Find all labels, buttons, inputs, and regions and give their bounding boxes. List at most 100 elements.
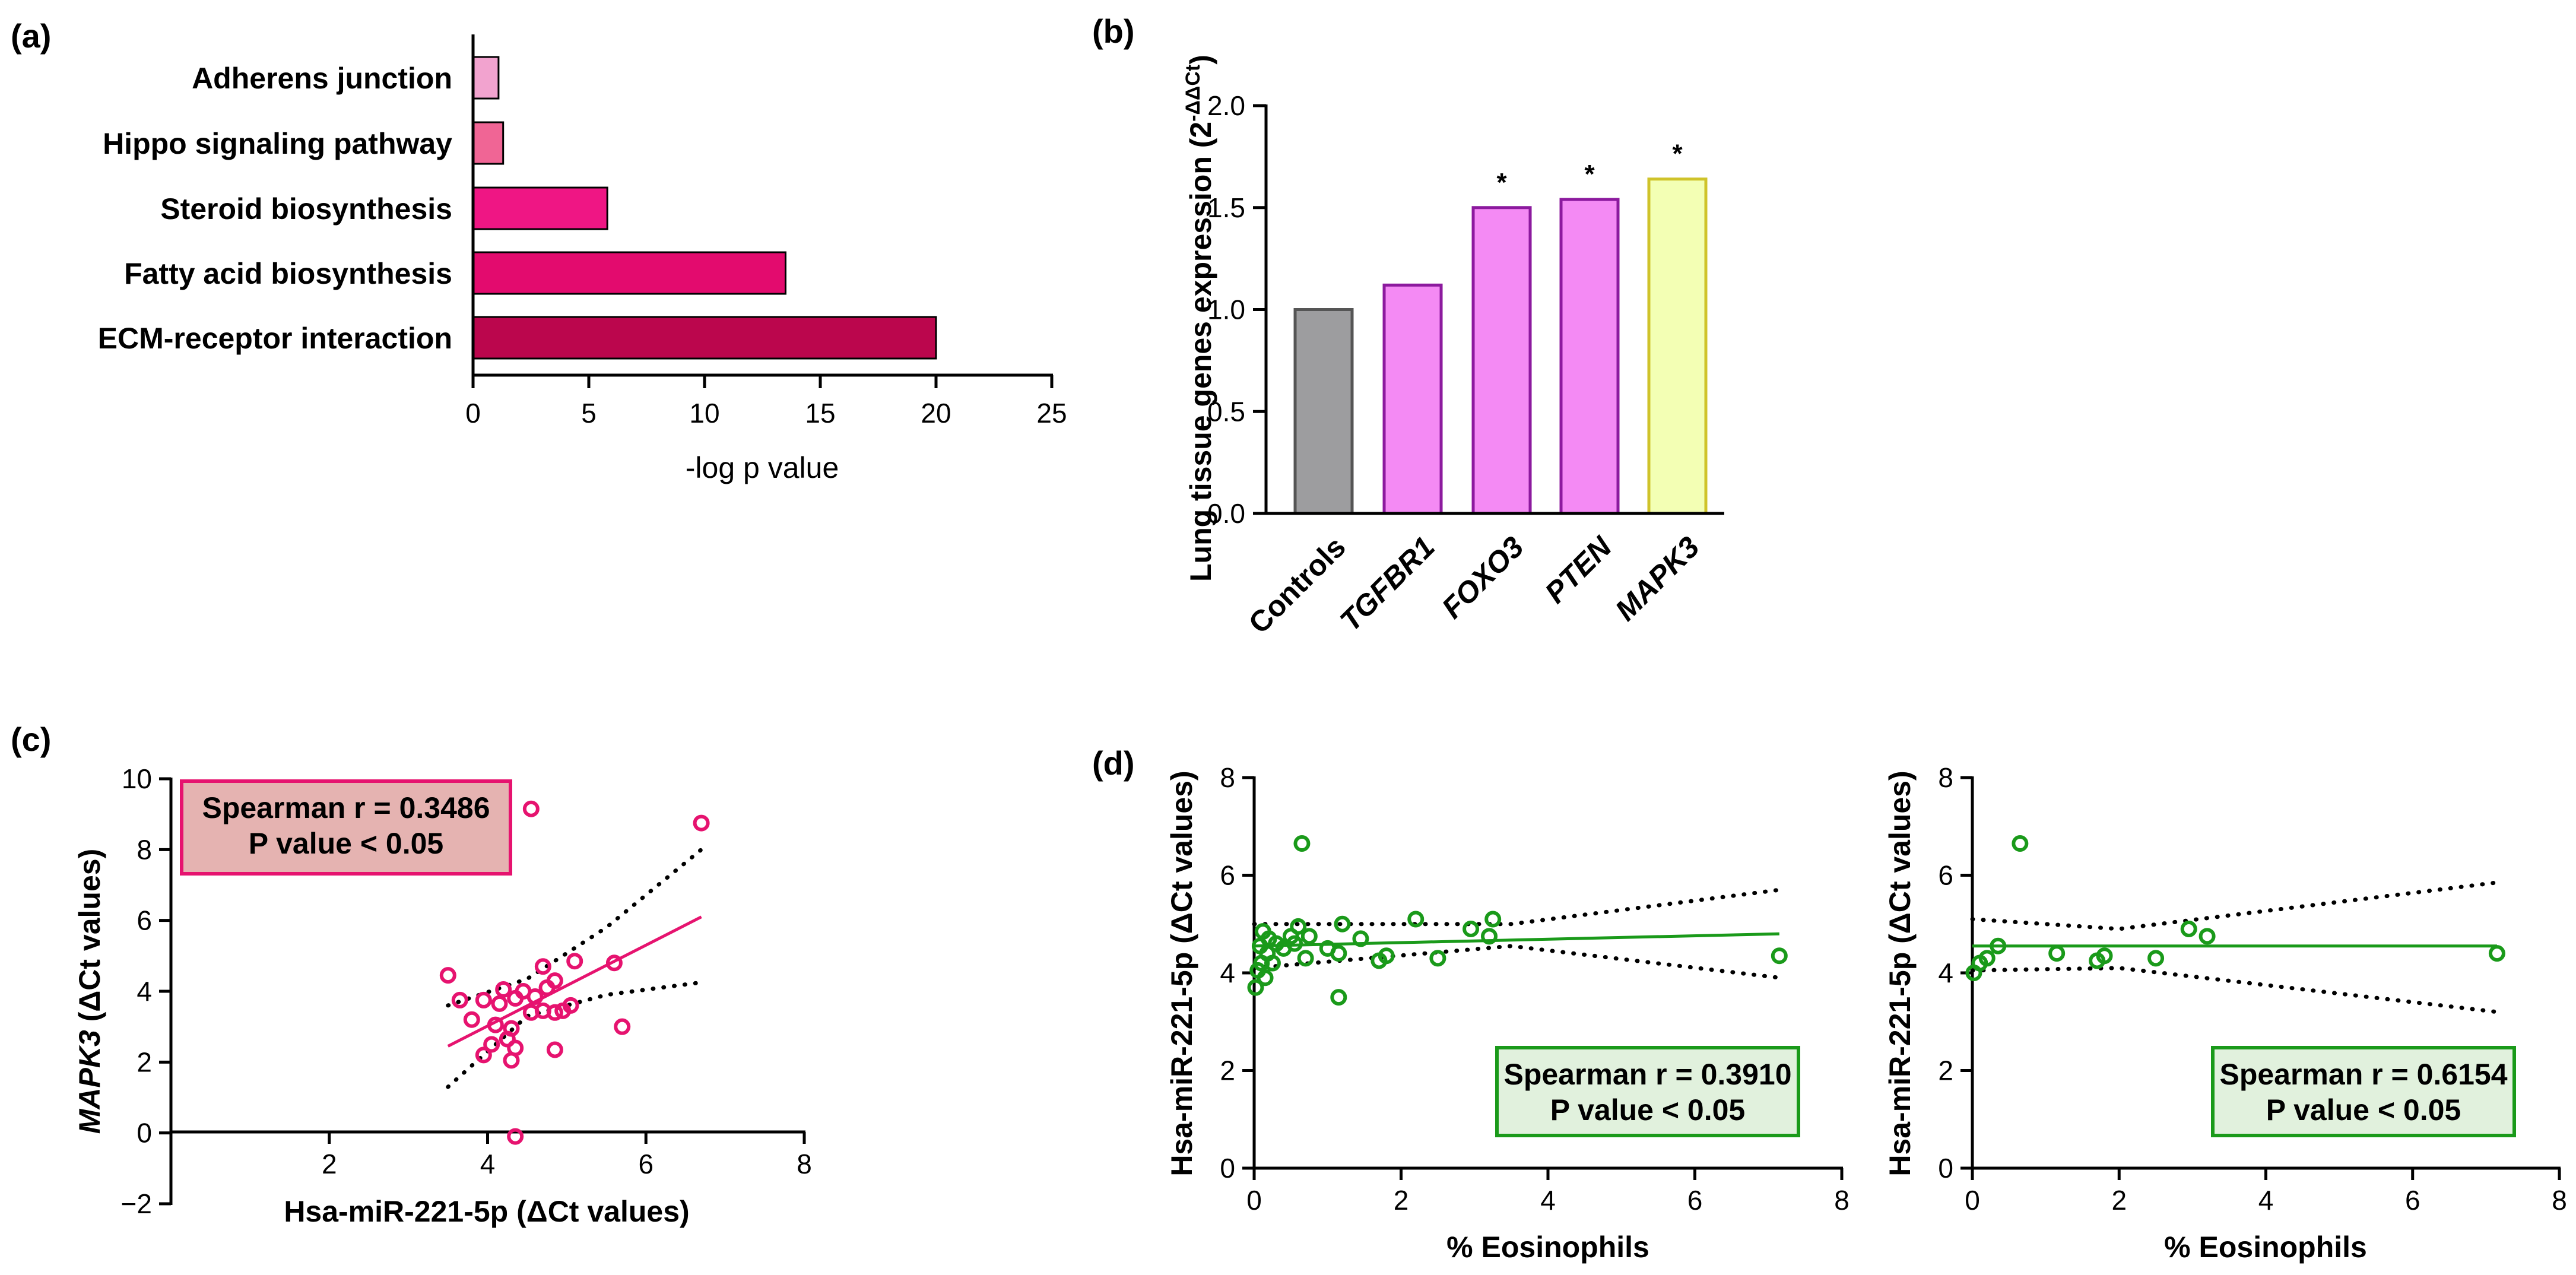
data-point — [522, 800, 540, 817]
data-point — [1484, 911, 1502, 928]
category-label: Hippo signaling pathway — [103, 127, 452, 160]
y-tick-label: 6 — [1220, 860, 1235, 891]
data-point — [1352, 930, 1369, 947]
data-point — [1429, 950, 1446, 967]
y-axis-title: MAPK3 (ΔCt values) — [73, 849, 106, 1134]
confidence-band-upper — [1252, 887, 1782, 927]
data-point — [475, 991, 492, 1008]
regression-line — [1254, 932, 1779, 948]
category-label: Adherens junction — [192, 62, 452, 95]
data-point — [2147, 950, 2165, 967]
bar-mapk3 — [1647, 177, 1708, 515]
data-point — [451, 991, 468, 1008]
bar-fatty-acid-biosynthesis — [472, 251, 786, 295]
data-point — [1286, 935, 1303, 952]
x-axis-title: % Eosinophils — [1446, 1230, 1649, 1264]
data-point — [463, 1011, 480, 1028]
data-point — [439, 967, 456, 984]
y-tick-label: 0 — [1220, 1153, 1235, 1184]
data-point — [1771, 947, 1788, 965]
data-point — [1330, 945, 1347, 962]
x-tick-label: 2 — [2111, 1185, 2127, 1216]
panel-label-d: (d) — [1092, 744, 1135, 782]
stats-box — [2211, 1046, 2516, 1137]
y-tick-label: 8 — [1220, 762, 1235, 793]
x-tick-label: 2 — [1394, 1185, 1409, 1216]
data-point — [1257, 969, 1274, 987]
regression-line — [447, 915, 702, 1048]
data-point — [507, 1128, 524, 1145]
data-point — [1264, 954, 1281, 972]
data-point — [2199, 928, 2216, 945]
category-label: Steroid biosynthesis — [160, 192, 452, 226]
significance-marker: * — [1672, 139, 1683, 169]
y-axis-title-gene: MAPK3 — [73, 1030, 106, 1134]
data-point — [605, 954, 623, 972]
data-point — [2048, 945, 2066, 962]
y-tick-label: 6 — [1938, 860, 1953, 891]
data-point — [534, 958, 551, 975]
bar-ecm-receptor-interaction — [472, 316, 937, 360]
y-axis-title-end: ) — [1184, 55, 1217, 65]
data-point — [2096, 947, 2113, 965]
p-value-text: P value < 0.05 — [1550, 1093, 1746, 1127]
y-axis-title: Lung tissue genes expression (2-ΔΔCt) — [1182, 55, 1217, 582]
y-tick-label: 0 — [1938, 1153, 1953, 1184]
x-tick-label: 0 — [1246, 1185, 1262, 1216]
x-tick-label: 2 — [322, 1149, 337, 1179]
data-point — [1481, 928, 1498, 945]
data-point — [475, 1046, 492, 1064]
x-tick-label: 5 — [581, 398, 597, 429]
x-tick-label: 4 — [1540, 1185, 1556, 1216]
x-axis-title: % Eosinophils — [2164, 1230, 2367, 1264]
bar-foxo3 — [1471, 206, 1532, 515]
data-point — [2180, 920, 2197, 937]
category-label: Controls — [1242, 530, 1352, 640]
data-point — [693, 814, 710, 832]
bar-tgfbr1 — [1382, 283, 1443, 515]
data-point — [566, 953, 583, 970]
data-point — [1330, 989, 1347, 1006]
x-tick-label: 8 — [2552, 1185, 2567, 1216]
y-tick-label: 10 — [122, 763, 152, 794]
x-tick-label: 6 — [1687, 1185, 1703, 1216]
y-tick-label: 4 — [1220, 957, 1235, 988]
confidence-band-lower — [446, 980, 704, 1089]
data-point — [1297, 950, 1314, 967]
x-tick-label: 8 — [1834, 1185, 1849, 1216]
y-axis-title-main: Lung tissue genes expression (2 — [1184, 122, 1217, 582]
data-point — [487, 1016, 504, 1033]
data-point — [562, 997, 579, 1014]
significance-marker: * — [1496, 168, 1507, 197]
data-point — [483, 1036, 500, 1053]
x-tick-label: 0 — [465, 398, 481, 429]
spearman-r-text: Spearman r = 0.3486 — [202, 791, 490, 824]
bar-pten — [1559, 198, 1620, 515]
data-point — [1290, 918, 1307, 935]
x-tick-label: 25 — [1036, 398, 1067, 429]
bar-adherens-junction — [472, 56, 500, 100]
confidence-band-upper — [446, 847, 704, 1008]
stats-box — [1495, 1046, 1800, 1137]
bar-steroid-biosynthesis — [472, 186, 608, 230]
data-point — [1247, 979, 1264, 996]
y-tick-label: 4 — [1938, 957, 1953, 988]
x-axis-title: Hsa-miR-221-5p (ΔCt values) — [284, 1195, 689, 1228]
bar-hippo-signaling-pathway — [472, 121, 505, 165]
x-tick-label: 20 — [921, 398, 951, 429]
x-tick-label: 8 — [797, 1149, 812, 1179]
category-label: FOXO3 — [1435, 530, 1530, 625]
y-tick-label: 0 — [137, 1118, 152, 1149]
data-point — [1463, 920, 1480, 937]
y-tick-label: 8 — [137, 834, 152, 865]
category-label: PTEN — [1538, 530, 1619, 610]
data-point — [546, 1004, 563, 1021]
y-tick-label: 8 — [1938, 762, 1953, 793]
chart-a-horizontal-bars: Adherens junction Hippo signaling pathway… — [98, 34, 1067, 484]
panel-label-b: (b) — [1092, 12, 1135, 50]
y-tick-label: 2.0 — [1207, 90, 1245, 121]
